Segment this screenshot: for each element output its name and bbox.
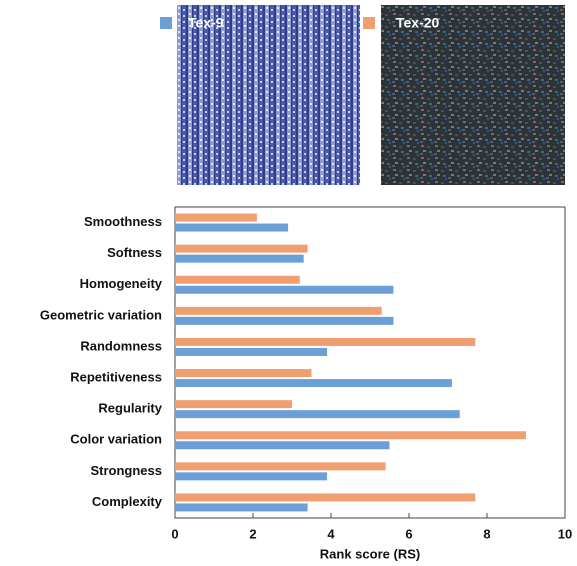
bar bbox=[175, 400, 292, 408]
bar bbox=[175, 245, 308, 253]
bar bbox=[175, 224, 288, 232]
legend-label: Tex-9 bbox=[188, 15, 224, 31]
bar bbox=[175, 472, 327, 480]
x-tick-label: 4 bbox=[327, 526, 335, 541]
bar bbox=[175, 255, 304, 263]
bar bbox=[175, 348, 327, 356]
legend-label: Tex-20 bbox=[396, 15, 440, 31]
x-tick-label: 0 bbox=[171, 526, 178, 541]
bar bbox=[175, 276, 300, 284]
y-tick-label: Softness bbox=[107, 245, 162, 260]
bar bbox=[175, 307, 382, 315]
x-tick-label: 6 bbox=[405, 526, 412, 541]
legend-swatch bbox=[160, 17, 172, 29]
y-tick-label: Color variation bbox=[70, 432, 162, 447]
texture-image bbox=[177, 5, 360, 185]
bar bbox=[175, 369, 312, 377]
bar bbox=[175, 410, 460, 418]
y-tick-label: Smoothness bbox=[84, 214, 162, 229]
y-tick-label: Strongness bbox=[90, 463, 162, 478]
bar bbox=[175, 379, 452, 387]
y-tick-label: Geometric variation bbox=[40, 307, 162, 322]
bar bbox=[175, 286, 393, 294]
bar bbox=[175, 441, 390, 449]
y-tick-label: Homogeneity bbox=[80, 276, 163, 291]
bar bbox=[175, 462, 386, 470]
bar bbox=[175, 338, 475, 346]
y-tick-label: Complexity bbox=[92, 494, 163, 509]
x-tick-label: 2 bbox=[249, 526, 256, 541]
legend-swatch bbox=[363, 17, 375, 29]
bar bbox=[175, 493, 475, 501]
bar bbox=[175, 317, 393, 325]
bar bbox=[175, 503, 308, 511]
x-axis-label: Rank score (RS) bbox=[320, 546, 420, 561]
chart: Rank score (RS) 0 2 4 6 8 10 Tex-9 Tex-20 Smooth… bbox=[0, 0, 577, 566]
bar bbox=[175, 431, 526, 439]
x-tick-label: 10 bbox=[558, 526, 572, 541]
x-tick-label: 8 bbox=[483, 526, 490, 541]
y-tick-label: Randomness bbox=[80, 338, 162, 353]
y-tick-label: Repetitiveness bbox=[70, 369, 162, 384]
texture-image bbox=[381, 5, 565, 185]
plot-frame bbox=[175, 207, 565, 518]
bar bbox=[175, 214, 257, 222]
y-tick-label: Regularity bbox=[98, 401, 162, 416]
